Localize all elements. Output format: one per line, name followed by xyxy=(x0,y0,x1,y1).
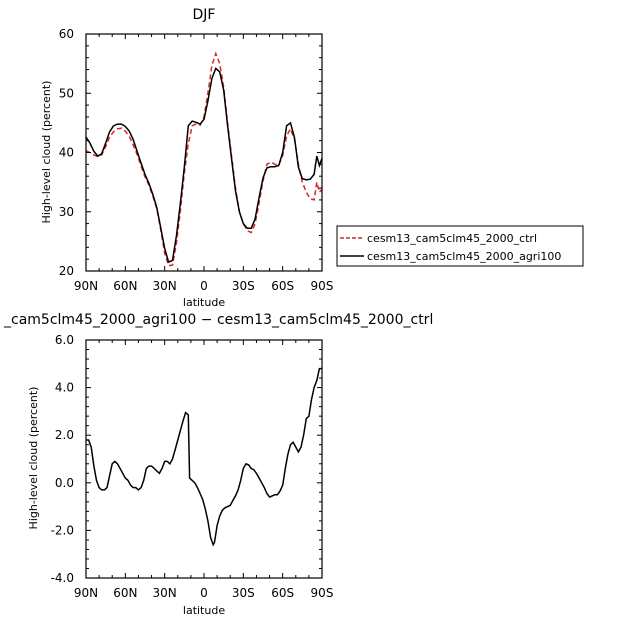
top-y-tick-label: 20 xyxy=(59,264,74,278)
top-x-tick-label: 30S xyxy=(232,279,255,293)
top-x-tick-label: 60S xyxy=(271,279,294,293)
top-chart-y-axis-label: High-level cloud (percent) xyxy=(40,81,53,224)
top-y-tick-label: 30 xyxy=(59,205,74,219)
bottom-x-tick-label: 60N xyxy=(113,586,137,600)
top-y-tick-label: 50 xyxy=(59,86,74,100)
top-x-tick-label: 90S xyxy=(311,279,334,293)
bottom-x-tick-label: 90N xyxy=(74,586,98,600)
top-series-line-1 xyxy=(85,67,323,264)
bottom-chart-y-axis-label: High-level cloud (percent) xyxy=(27,387,40,530)
bottom-y-tick-label: 4.0 xyxy=(55,381,74,395)
bottom-y-tick-label: -4.0 xyxy=(51,571,74,585)
bottom-chart-plot-area: 90N 60N 30N 0 30S 60S 90S -4.0 -2.0 0.0 2.0 4.0 6.0 xyxy=(51,333,334,600)
top-chart: DJF 90N 60N 30N 0 30S 60S 90S 20 30 40 50 60 latitu… xyxy=(40,7,584,309)
legend-box xyxy=(336,225,584,267)
bottom-y-tick-label: 2.0 xyxy=(55,428,74,442)
top-y-tick-label: 60 xyxy=(59,27,74,41)
legend-label-ctrl: cesm13_cam5clm45_2000_ctrl xyxy=(367,232,537,245)
bottom-x-tick-label: 30S xyxy=(232,586,255,600)
top-chart-x-axis-label: latitude xyxy=(183,296,225,309)
bottom-y-tick-label: 6.0 xyxy=(55,333,74,347)
top-x-tick-label: 0 xyxy=(200,279,208,293)
bottom-x-tick-label: 60S xyxy=(271,586,294,600)
bottom-x-tick-label: 30N xyxy=(153,586,177,600)
top-x-tick-label: 30N xyxy=(153,279,177,293)
bottom-series-line-0 xyxy=(86,367,322,547)
legend-label-agri100: cesm13_cam5clm45_2000_agri100 xyxy=(367,250,561,263)
top-chart-title: DJF xyxy=(193,7,216,23)
top-chart-plot-area: 90N 60N 30N 0 30S 60S 90S 20 30 40 50 60 xyxy=(59,27,334,293)
bottom-x-tick-label: 0 xyxy=(200,586,208,600)
top-chart-legend: cesm13_cam5clm45_2000_ctrl cesm13_cam5cl… xyxy=(336,225,584,267)
bottom-y-tick-label: 0.0 xyxy=(55,476,74,490)
top-plot-frame xyxy=(85,33,323,272)
bottom-x-tick-label: 90S xyxy=(311,586,334,600)
bottom-y-tick-label: -2.0 xyxy=(51,523,74,537)
top-y-tick-label: 40 xyxy=(59,146,74,160)
bottom-chart-title: _cam5clm45_2000_agri100 − cesm13_cam5clm… xyxy=(3,312,433,328)
top-x-tick-label: 90N xyxy=(74,279,98,293)
bottom-chart: _cam5clm45_2000_agri100 − cesm13_cam5clm… xyxy=(3,312,433,617)
top-series-line-0 xyxy=(85,51,323,267)
bottom-chart-x-axis-label: latitude xyxy=(183,604,225,617)
top-x-tick-label: 60N xyxy=(113,279,137,293)
